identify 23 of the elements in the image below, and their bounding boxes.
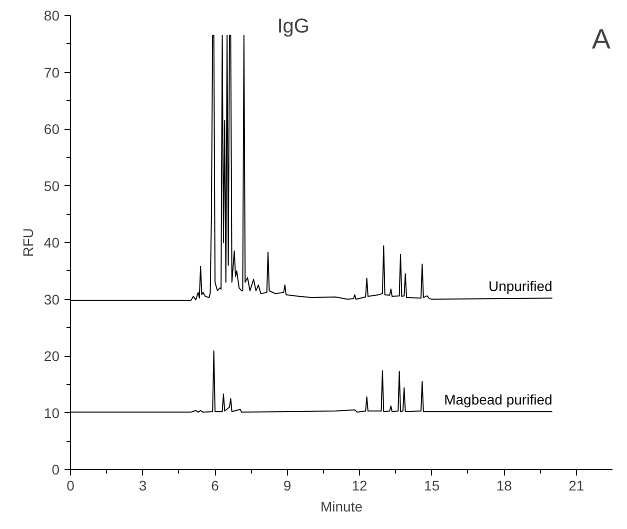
y-tick-label: 70 (44, 64, 60, 80)
x-tick-label: 0 (66, 478, 75, 494)
x-tick-label: 6 (211, 478, 220, 494)
series-label: Magbead purified (444, 392, 552, 408)
y-tick-label: 40 (44, 234, 60, 250)
x-tick-label: 15 (424, 478, 440, 494)
y-axis-title: RFU (20, 228, 36, 257)
x-tick-label: 21 (568, 478, 584, 494)
y-tick-label: 50 (44, 178, 60, 194)
y-tick-label: 10 (44, 404, 60, 421)
x-tick-label: 12 (352, 478, 368, 494)
y-tick-label: 0 (52, 462, 60, 478)
y-tick-label: 60 (44, 121, 60, 137)
x-tick-label: 3 (138, 478, 147, 494)
y-tick-label: 20 (44, 348, 60, 364)
y-tick-label: 80 (44, 8, 60, 24)
x-axis-title: Minute (320, 498, 363, 514)
x-tick-label: 18 (496, 478, 512, 494)
x-tick-label: 9 (283, 478, 292, 494)
series-label: Unpurified (488, 278, 552, 294)
y-tick-label: 30 (44, 291, 60, 308)
chart-title: IgG (277, 16, 310, 38)
annotation: A (592, 24, 611, 54)
